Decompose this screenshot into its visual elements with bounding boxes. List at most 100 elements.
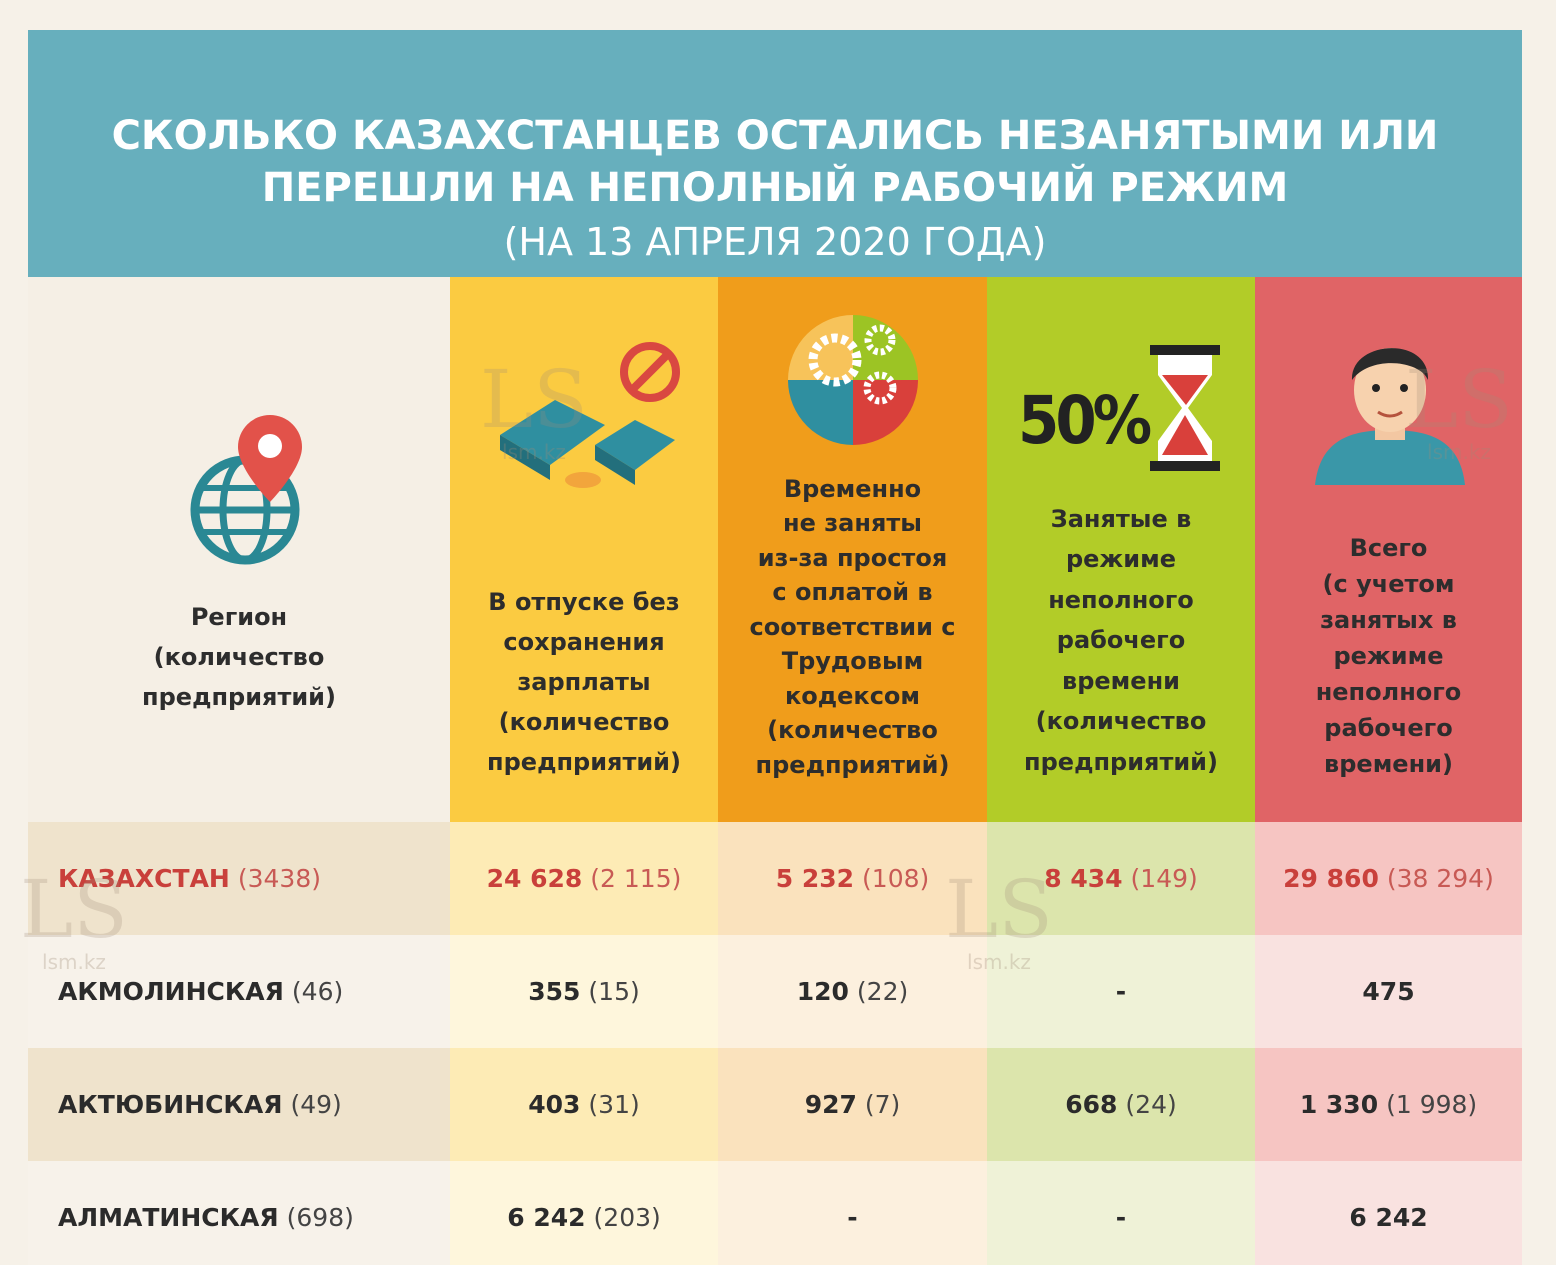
header-line: (количество — [153, 643, 325, 671]
header-line: Регион — [190, 603, 288, 631]
hourglass-icon — [1150, 345, 1220, 471]
region-cell: КАЗАХСТАН (3438) — [28, 822, 450, 935]
watermark-site: lsm.kz — [42, 950, 106, 974]
value-cell: 668 (24) — [987, 1048, 1255, 1161]
icon-label: 50% — [1018, 382, 1152, 459]
header-line: предприятий) — [1024, 747, 1218, 776]
cell-main: КАЗАХСТАН — [58, 864, 230, 893]
title-line: ПЕРЕШЛИ НА НЕПОЛНЫЙ РАБОЧИЙ РЕЖИМ — [261, 165, 1289, 211]
cell-main: 8 434 — [1044, 864, 1123, 893]
money-icon — [500, 342, 680, 488]
value-cell: - — [718, 1161, 987, 1265]
subtitle: (НА 13 АПРЕЛЯ 2020 ГОДА) — [503, 220, 1047, 264]
value-cell: 403 (31) — [450, 1048, 718, 1161]
cell-main: - — [1115, 1203, 1127, 1232]
header-line: рабочего — [1324, 714, 1453, 742]
title-line: СКОЛЬКО КАЗАХСТАНЦЕВ ОСТАЛИСЬ НЕЗАНЯТЫМИ… — [111, 113, 1439, 159]
header-line: кодексом — [784, 681, 921, 710]
header-line: зарплаты — [517, 668, 651, 696]
header-line: неполного — [1315, 678, 1462, 706]
cell-note: (1 998) — [1386, 1090, 1478, 1119]
watermark-logo: LS — [20, 863, 128, 956]
header-line: сохранения — [503, 628, 665, 656]
header-line: занятых в — [1320, 606, 1457, 634]
header-line: предприятий) — [755, 750, 950, 779]
cell-note: (15) — [588, 977, 640, 1006]
watermark-site: lsm.kz — [967, 950, 1031, 974]
header-line: с оплатой в — [772, 578, 933, 606]
cell-main: 403 — [528, 1090, 581, 1119]
cell-main: 475 — [1362, 977, 1415, 1006]
gears-pie-icon — [788, 315, 918, 445]
cell-note: (7) — [864, 1090, 901, 1119]
watermark: LS lsm.kz — [20, 863, 128, 975]
header-line: не заняты — [783, 509, 922, 537]
header-line: из-за простоя — [757, 543, 948, 572]
cell-main: АКМОЛИНСКАЯ — [58, 977, 284, 1006]
cell-main: 927 — [804, 1090, 857, 1119]
watermark-site: lsm.kz — [1427, 440, 1491, 464]
header-line: (количество — [767, 716, 938, 744]
cell-main: 29 860 — [1283, 864, 1379, 893]
header-line: В отпуске без — [488, 588, 680, 616]
header-line: (количество — [1035, 707, 1207, 735]
watermark: LS lsm.kz — [1405, 353, 1513, 465]
cell-main: 355 — [528, 977, 581, 1006]
cell-note: (46) — [291, 977, 344, 1006]
cell-main: - — [847, 1203, 858, 1232]
cell-main: 24 628 — [486, 864, 583, 893]
watermark-logo: LS — [1405, 353, 1513, 446]
header-line: предприятий) — [142, 683, 336, 711]
value-cell: 6 242 — [1255, 1161, 1522, 1265]
column-header: Занятые в режиме неполного рабочего времени (… — [987, 277, 1255, 822]
value-cell: 1 330 (1 998) — [1255, 1048, 1522, 1161]
value-cell: 475 — [1255, 935, 1522, 1048]
cell-note: (3438) — [237, 864, 321, 893]
header-line: неполного — [1048, 585, 1194, 614]
value-cell: 29 860 (38 294) — [1255, 822, 1522, 935]
cell-main: 1 330 — [1299, 1090, 1379, 1119]
header-line: (количество — [498, 708, 670, 736]
value-cell: 927 (7) — [718, 1048, 987, 1161]
column-header: Всего (с учетом занятых в режиме неполного ра… — [1255, 277, 1522, 822]
cell-note: (108) — [862, 864, 930, 893]
region-cell: АКТЮБИНСКАЯ (49) — [28, 1048, 450, 1161]
cell-note: (22) — [856, 977, 909, 1006]
header-line: Временно — [783, 474, 922, 503]
cell-main: 6 242 — [1349, 1203, 1428, 1232]
cell-main: АКТЮБИНСКАЯ — [58, 1090, 283, 1119]
header-line: Занятые в — [1050, 504, 1192, 533]
value-cell: 6 242 (203) — [450, 1161, 718, 1265]
cell-main: 5 232 — [775, 864, 855, 893]
watermark-site: lsm.kz — [502, 440, 566, 464]
header-line: соответствии с — [749, 612, 956, 641]
header-line: предприятий) — [487, 748, 681, 776]
cell-main: 668 — [1065, 1090, 1118, 1119]
value-cell: 120 (22) — [718, 935, 987, 1048]
cell-main: 6 242 — [507, 1203, 586, 1232]
column-header: Регион (количество предприятий) — [28, 277, 450, 822]
header-line: Трудовым — [781, 647, 924, 675]
cell-note: (149) — [1130, 864, 1198, 893]
title-band: СКОЛЬКО КАЗАХСТАНЦЕВ ОСТАЛИСЬ НЕЗАНЯТЫМИ… — [28, 30, 1522, 277]
watermark-logo: LS — [480, 353, 588, 446]
header-line: времени) — [1324, 750, 1453, 778]
cell-note: (698) — [286, 1203, 354, 1232]
watermark-logo: LS — [945, 863, 1053, 956]
region-cell: АЛМАТИНСКАЯ (698) — [28, 1161, 450, 1265]
cell-note: (38 294) — [1386, 864, 1494, 893]
cell-note: (31) — [588, 1090, 640, 1119]
header-line: времени — [1062, 666, 1180, 695]
value-cell: - — [987, 935, 1255, 1048]
value-cell: 5 232 (108) — [718, 822, 987, 935]
cell-note: (203) — [593, 1203, 661, 1232]
cell-note: (49) — [290, 1090, 342, 1119]
value-cell: 24 628 (2 115) — [450, 822, 718, 935]
column-header: В отпуске без сохранения зарплаты (количест… — [450, 277, 718, 822]
person-icon — [1315, 348, 1465, 485]
header-line: Всего — [1349, 534, 1428, 562]
header-line: режиме — [1065, 545, 1177, 573]
watermark: LS lsm.kz — [480, 353, 588, 465]
cell-main: - — [1115, 977, 1127, 1006]
